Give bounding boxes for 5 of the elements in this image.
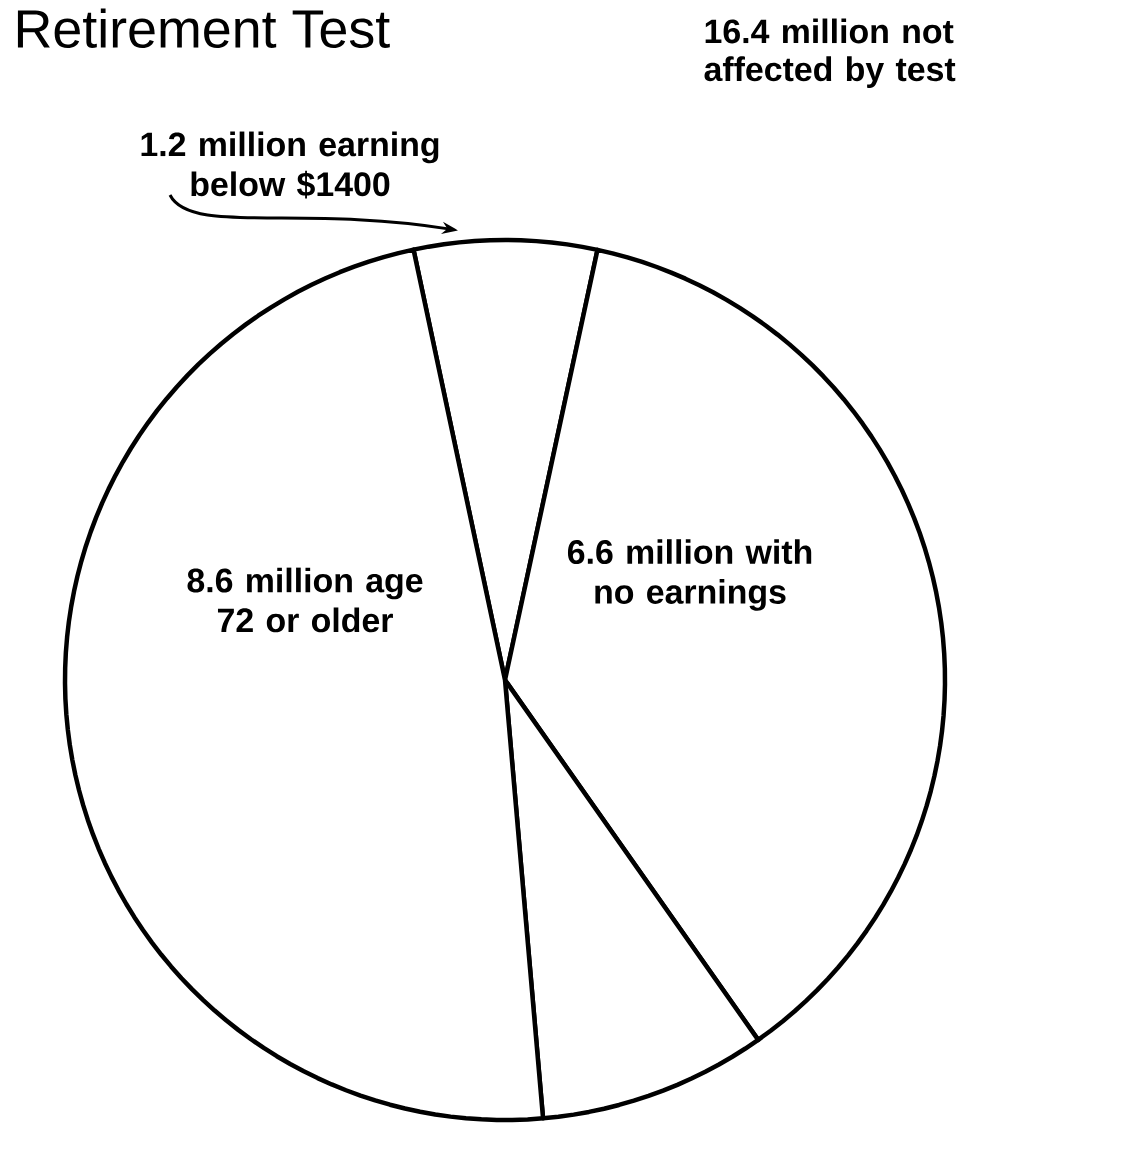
slice-label: 8.6 million age 72 or older — [187, 567, 423, 633]
text: 16.4 million not affected by test — [704, 18, 956, 88]
chart-title: Retirement Test — [17, 8, 390, 49]
slice-label: 1.2 million earning below $1400 — [141, 131, 439, 199]
slice-label: 6.6 million with no earnings — [567, 539, 812, 611]
